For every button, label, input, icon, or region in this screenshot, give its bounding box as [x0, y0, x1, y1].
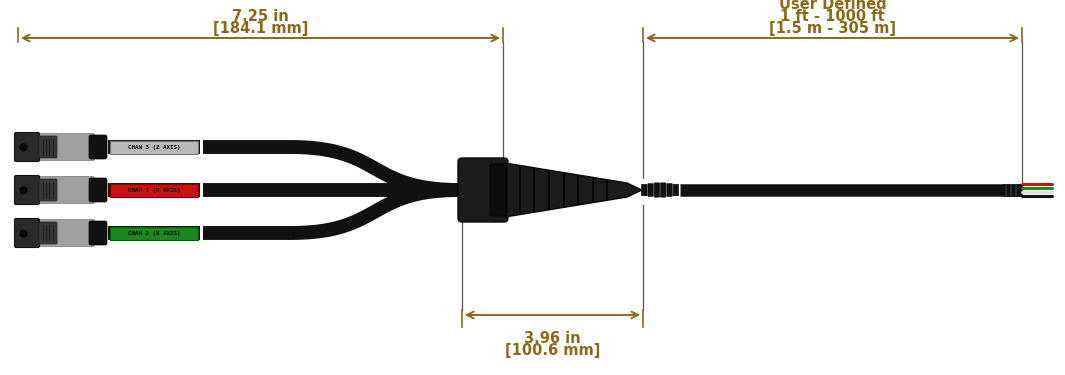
Text: CHAN 1 (Y AXIS): CHAN 1 (Y AXIS) — [128, 188, 180, 193]
Text: CHAN 2 (X AXIS): CHAN 2 (X AXIS) — [128, 231, 180, 236]
FancyBboxPatch shape — [15, 176, 39, 204]
Text: [100.6 mm]: [100.6 mm] — [505, 343, 601, 358]
FancyBboxPatch shape — [15, 219, 39, 248]
FancyBboxPatch shape — [15, 132, 39, 162]
FancyBboxPatch shape — [36, 219, 95, 246]
FancyBboxPatch shape — [89, 135, 106, 159]
Text: CHAN 3 (Z AXIS): CHAN 3 (Z AXIS) — [128, 145, 180, 150]
Text: 3.96 in: 3.96 in — [524, 331, 580, 346]
FancyBboxPatch shape — [39, 222, 58, 244]
FancyBboxPatch shape — [458, 158, 508, 222]
Text: 1 ft - 1000 ft: 1 ft - 1000 ft — [781, 9, 885, 24]
FancyBboxPatch shape — [89, 221, 106, 245]
Polygon shape — [505, 163, 642, 217]
FancyBboxPatch shape — [673, 184, 678, 196]
FancyBboxPatch shape — [36, 134, 95, 160]
Text: 7.25 in: 7.25 in — [232, 9, 289, 24]
FancyBboxPatch shape — [39, 136, 58, 158]
FancyBboxPatch shape — [660, 183, 666, 197]
FancyBboxPatch shape — [110, 183, 198, 196]
FancyBboxPatch shape — [110, 141, 198, 153]
FancyBboxPatch shape — [667, 183, 672, 196]
FancyBboxPatch shape — [39, 179, 58, 201]
FancyBboxPatch shape — [641, 184, 646, 196]
FancyBboxPatch shape — [36, 177, 95, 204]
FancyBboxPatch shape — [89, 178, 106, 202]
Text: [184.1 mm]: [184.1 mm] — [213, 21, 308, 36]
FancyBboxPatch shape — [654, 183, 659, 197]
Text: User Defined: User Defined — [779, 0, 886, 12]
FancyBboxPatch shape — [490, 164, 507, 216]
Text: [1.5 m - 305 m]: [1.5 m - 305 m] — [769, 21, 896, 36]
FancyBboxPatch shape — [110, 226, 198, 240]
FancyBboxPatch shape — [648, 183, 653, 196]
